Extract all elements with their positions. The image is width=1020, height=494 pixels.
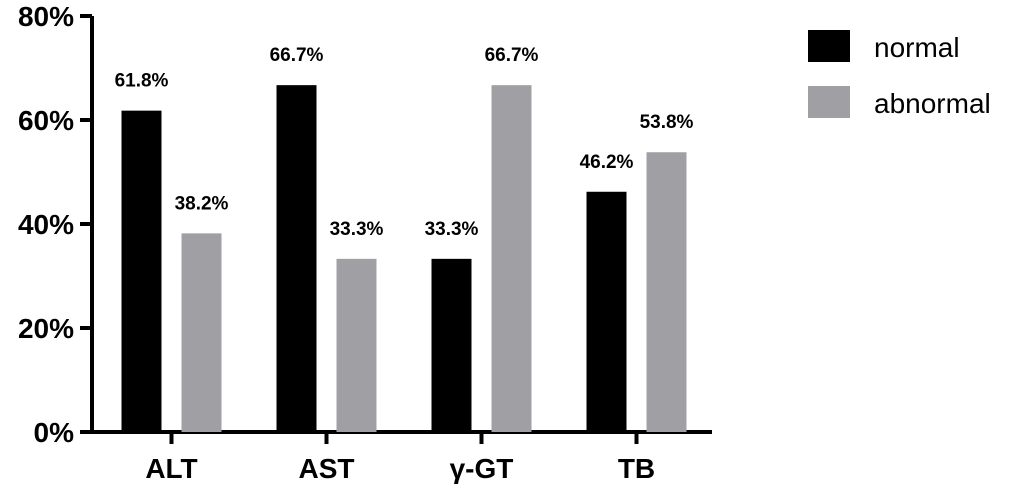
data-label: 46.2% <box>580 152 634 173</box>
bar-abnormal <box>491 85 532 432</box>
data-label: 61.8% <box>115 71 169 92</box>
x-category-label: AST <box>299 453 355 484</box>
x-category-label: ALT <box>145 453 197 484</box>
bar-normal <box>586 191 627 432</box>
legend-label-abnormal: abnormal <box>874 88 991 119</box>
y-tick-label: 60% <box>18 105 74 136</box>
data-label: 33.3% <box>425 219 479 240</box>
y-tick-label: 40% <box>18 209 74 240</box>
data-label: 33.3% <box>330 219 384 240</box>
bar-normal <box>276 85 317 432</box>
data-label: 53.8% <box>640 112 694 133</box>
x-axis: ALT AST γ-GT TB <box>90 430 712 484</box>
x-category-label: TB <box>618 453 655 484</box>
y-tick-label: 80% <box>18 1 74 32</box>
bar-normal <box>121 110 162 432</box>
bar-abnormal <box>646 152 687 433</box>
bar-abnormal <box>181 233 222 432</box>
legend: normal abnormal <box>808 30 991 119</box>
x-category-label: γ-GT <box>450 453 514 484</box>
legend-swatch-normal <box>808 30 850 62</box>
data-label: 66.7% <box>270 45 324 66</box>
data-label: 66.7% <box>485 45 539 66</box>
bar-abnormal <box>336 258 377 432</box>
y-tick-label: 20% <box>18 313 74 344</box>
data-label: 38.2% <box>175 193 229 214</box>
legend-swatch-abnormal <box>808 86 850 118</box>
y-tick-label: 0% <box>34 417 75 448</box>
bars <box>121 85 687 433</box>
legend-label-normal: normal <box>874 32 960 63</box>
data-labels: 61.8% 38.2% 66.7% 33.3% 33.3% 66.7% 46.2% 53.8% <box>115 45 694 240</box>
bar-normal <box>431 258 472 432</box>
y-axis: 0% 20% 40% 60% 80% <box>18 1 94 448</box>
